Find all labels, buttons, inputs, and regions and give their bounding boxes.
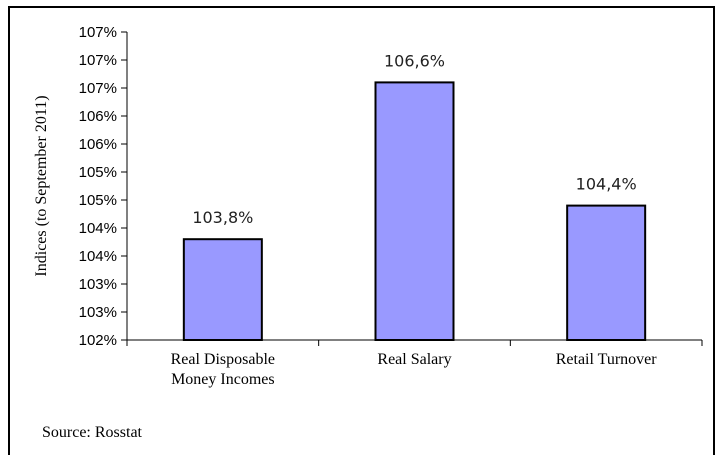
x-category-label: Money Incomes <box>171 371 275 388</box>
x-category-label: Real Salary <box>377 351 451 368</box>
y-tick-label: 104% <box>79 248 117 265</box>
bar <box>567 206 645 340</box>
bar-data-label: 103,8% <box>192 208 253 227</box>
y-tick-label: 107% <box>79 52 117 69</box>
bar <box>376 82 454 340</box>
source-note: Source: Rosstat <box>42 424 142 442</box>
y-tick-label: 105% <box>79 164 117 181</box>
y-tick-label: 106% <box>79 136 117 153</box>
bar <box>184 239 262 340</box>
y-tick-label: 107% <box>79 80 117 97</box>
bar-data-label: 106,6% <box>384 51 445 70</box>
y-tick-label: 103% <box>79 276 117 293</box>
y-tick-label: 106% <box>79 108 117 125</box>
x-category-label: Real Disposable <box>171 351 275 368</box>
y-tick-label: 103% <box>79 304 117 321</box>
y-tick-label: 105% <box>79 192 117 209</box>
y-tick-label: 104% <box>79 220 117 237</box>
y-tick-label: 102% <box>79 332 117 349</box>
x-category-label: Retail Turnover <box>556 351 658 368</box>
bar-data-label: 104,4% <box>576 175 637 194</box>
y-tick-label: 107% <box>79 24 117 41</box>
y-axis-label: Indices (to September 2011) <box>33 95 50 276</box>
